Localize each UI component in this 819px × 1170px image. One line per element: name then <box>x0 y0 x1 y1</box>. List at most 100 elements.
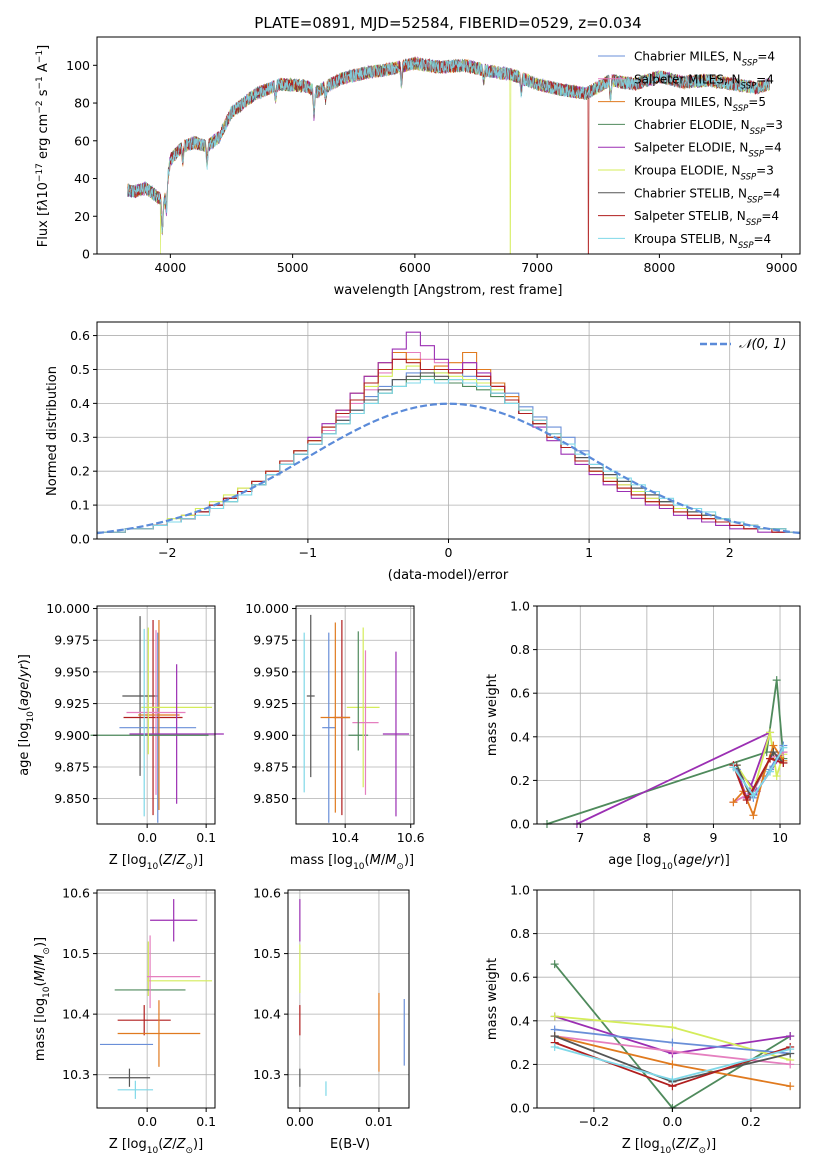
weight-marker <box>729 798 738 807</box>
z-mass-axes-frame <box>96 889 216 1109</box>
y-tick-label: 0.0 <box>70 532 90 547</box>
y-tick-label: 9.950 <box>253 664 289 679</box>
y-tick-label: 10.5 <box>62 946 90 961</box>
y-tick-label: 10.5 <box>253 946 281 961</box>
weight-marker <box>550 1042 559 1051</box>
errorbar-chabrier-stelib <box>108 1068 151 1087</box>
weight-marker <box>786 1032 795 1041</box>
y-tick-label: 0.4 <box>70 396 90 411</box>
errorbar-salpeter-stelib <box>117 1005 171 1036</box>
y-tick-label: 10.6 <box>62 886 90 901</box>
y-tick-label: 10.4 <box>62 1007 90 1022</box>
x-tick-label: 0.01 <box>365 1114 393 1129</box>
weight-marker <box>668 1023 677 1032</box>
y-tick-label: 0.3 <box>70 430 90 445</box>
x-tick-label: 8 <box>643 830 651 845</box>
figure-title: PLATE=0891, MJD=52584, FIBERID=0529, z=0… <box>254 14 641 32</box>
mass-age-xlabel: mass [log10(M/M⊙)] <box>290 853 414 872</box>
weight-marker <box>779 758 788 767</box>
y-tick-label: 9.875 <box>253 759 289 774</box>
y-tick-label: 0.1 <box>70 498 90 513</box>
spectrum-lines <box>127 56 770 255</box>
weight-line-kroupa-miles <box>732 744 785 817</box>
errorbar-salpeter-miles <box>126 630 186 795</box>
weight-marker <box>668 1047 677 1056</box>
y-tick-label: 80 <box>74 96 90 111</box>
weight-marker <box>766 767 775 776</box>
y-tick-label: 9.925 <box>253 696 289 711</box>
y-tick-label: 10.3 <box>253 1067 281 1082</box>
y-tick-label: 0.0 <box>510 817 530 832</box>
errorbar-kroupa-stelib <box>117 1080 154 1099</box>
x-tick-label: 0.1 <box>196 830 216 845</box>
x-tick-label: 2 <box>726 545 734 560</box>
x-tick-label: 0.0 <box>137 830 157 845</box>
spectrum-axes-frame <box>96 36 801 255</box>
age-weight-ylabel: mass weight <box>485 674 500 756</box>
y-tick-label: 0 <box>82 247 90 262</box>
weight-marker <box>779 743 788 752</box>
x-tick-label: 5000 <box>277 260 309 275</box>
x-tick-label: 10.4 <box>331 830 359 845</box>
weight-line-chabrier-elodie <box>546 679 785 825</box>
mass-age-panel: 10.4 10.6 9.850 9.875 9.900 9.925 9.950 9.975 10… <box>245 601 424 872</box>
x-tick-label: 0.2 <box>741 1114 761 1129</box>
ebv-mass-panel: 0.00 0.01 10.3 10.4 10.5 10.6 E(B-V) <box>253 886 410 1152</box>
weight-marker <box>749 811 758 820</box>
z-weight-ylabel: mass weight <box>485 958 500 1040</box>
z-weight-panel: −0.2 0.0 0.2 0.0 0.2 0.4 0.6 0.8 1.0 Z [log10(Z/… <box>485 883 801 1156</box>
weight-marker <box>550 960 559 969</box>
x-tick-label: 0 <box>445 545 453 560</box>
y-tick-label: 0.0 <box>510 1101 530 1116</box>
y-tick-label: 0.5 <box>70 362 90 377</box>
y-tick-label: 9.950 <box>54 664 90 679</box>
z-mass-ylabel: mass [log10(M/M⊙)] <box>33 937 52 1061</box>
errorbar-kroupa-miles <box>117 1000 201 1067</box>
residuals-xlabel: (data-model)/error <box>388 568 509 583</box>
y-tick-label: 0.4 <box>510 1013 530 1028</box>
z-weight-axes-frame <box>536 889 801 1109</box>
weight-marker <box>772 772 781 781</box>
y-tick-label: 10.6 <box>253 886 281 901</box>
y-tick-label: 100 <box>66 58 90 73</box>
x-tick-label: −2 <box>158 545 176 560</box>
age-weight-panel: 7 8 9 10 0.0 0.2 0.4 0.6 0.8 1.0 age [log10(age/y… <box>485 599 801 872</box>
y-tick-label: 10.000 <box>245 601 289 616</box>
normal-legend-label: 𝒩(0, 1) <box>739 337 786 352</box>
y-tick-label: 10.4 <box>253 1007 281 1022</box>
spectrum-xlabel: wavelength [Angstrom, rest frame] <box>334 283 563 298</box>
x-tick-label: 0.1 <box>196 1114 216 1129</box>
y-tick-label: 9.900 <box>253 728 289 743</box>
z-weight-xlabel: Z [log10(Z/Z⊙)] <box>622 1137 716 1156</box>
errorbar-kroupa-elodie <box>346 627 380 788</box>
y-tick-label: 0.2 <box>70 464 90 479</box>
x-tick-label: 10.6 <box>397 830 425 845</box>
y-tick-label: 10.000 <box>46 601 90 616</box>
x-tick-label: 0.0 <box>662 1114 682 1129</box>
weight-marker <box>668 1038 677 1047</box>
z-age-ylabel: age [log10(age/yr)] <box>17 654 36 776</box>
y-tick-label: 9.925 <box>54 696 90 711</box>
x-tick-label: −1 <box>299 545 317 560</box>
y-tick-label: 20 <box>74 209 90 224</box>
weight-marker <box>769 748 778 757</box>
errorbar-kroupa-miles <box>138 619 180 811</box>
errorbar-chabrier-stelib <box>122 616 158 776</box>
errorbar-salpeter-miles <box>352 650 379 795</box>
x-tick-label: 9 <box>709 830 717 845</box>
weight-marker <box>729 763 738 772</box>
y-tick-label: 60 <box>74 133 90 148</box>
weight-line-kroupa-stelib <box>732 747 785 797</box>
y-tick-label: 0.2 <box>510 1057 530 1072</box>
errorbar-salpeter-stelib <box>123 619 183 816</box>
x-tick-label: 6000 <box>399 260 431 275</box>
errorbar-chabrier-miles <box>322 632 336 823</box>
y-tick-label: 0.6 <box>70 328 90 343</box>
errorbar-chabrier-stelib <box>306 614 315 778</box>
z-age-panel: 0.0 0.1 9.850 9.875 9.900 9.925 9.950 9.975 10.0… <box>17 601 224 872</box>
y-tick-label: 0.6 <box>510 686 530 701</box>
errorbar-chabrier-miles <box>119 632 197 823</box>
weight-marker <box>668 1075 677 1084</box>
errorbar-salpeter-elodie <box>129 664 224 804</box>
